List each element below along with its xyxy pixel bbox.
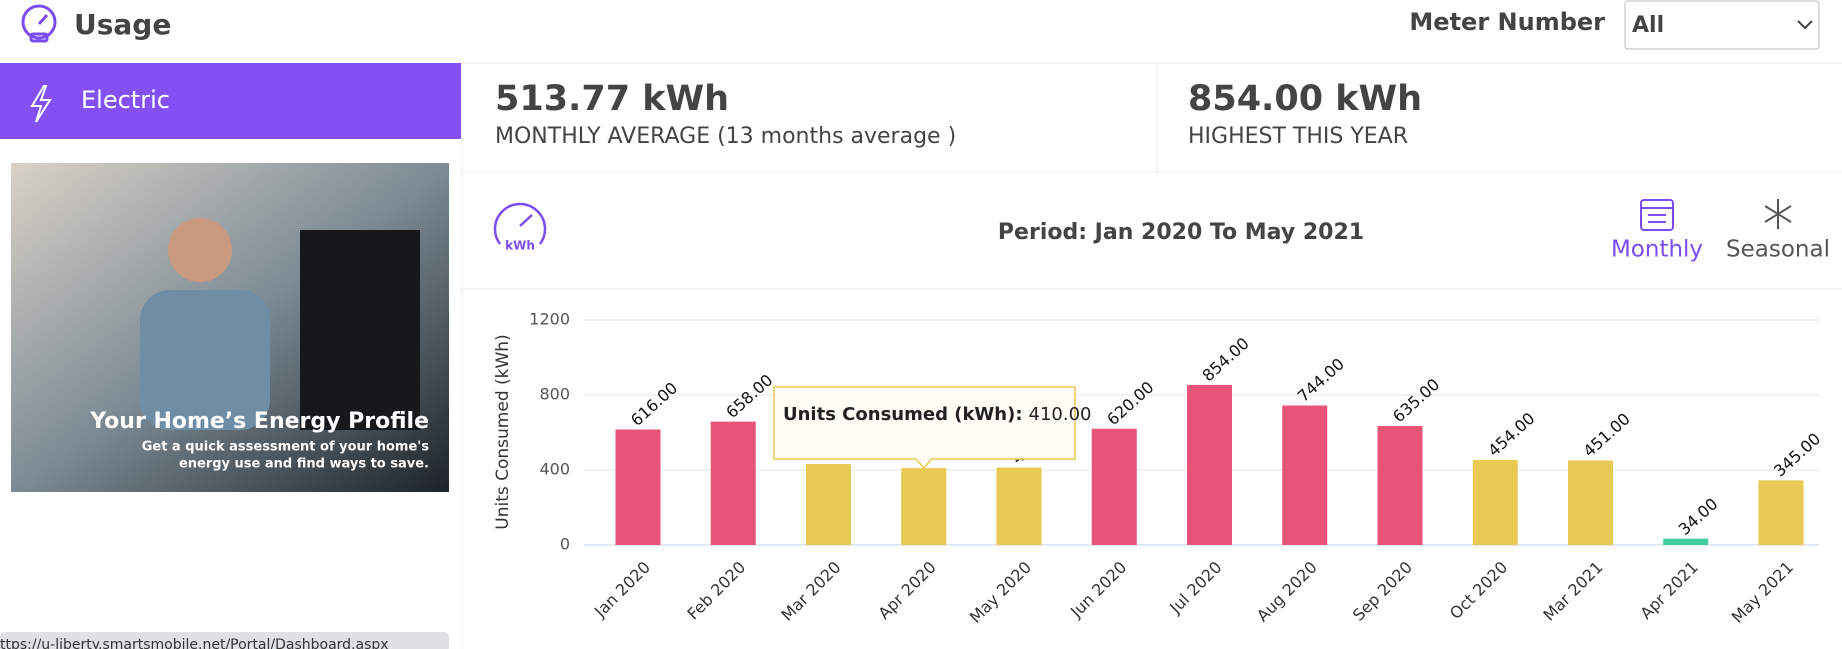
meter-value: All [1632, 13, 1664, 38]
calendar-icon[interactable] [1640, 199, 1674, 231]
x-tick-label: May 2020 [966, 558, 1035, 627]
bar [1758, 480, 1804, 545]
x-tick-label: Jun 2020 [1066, 558, 1130, 622]
data-label: 620.00 [1103, 377, 1157, 429]
electric-tab[interactable] [0, 63, 461, 139]
data-label: 616.00 [627, 378, 681, 430]
promo-text: energy use and find ways to save. [179, 457, 429, 472]
bar [1282, 405, 1328, 545]
promo-text: Get a quick assessment of your home's [142, 440, 430, 455]
view-monthly[interactable]: Monthly [1611, 237, 1703, 263]
bar [1568, 460, 1613, 545]
y-axis-title: Units Consumed (kWh) [493, 334, 513, 529]
status-url: ttps://u-liberty.smartsmobile.net/Portal… [0, 637, 389, 649]
bar [1663, 538, 1709, 545]
promo-title: Your Home’s Energy Profile [89, 409, 429, 434]
bar [710, 421, 756, 545]
status-bar [0, 632, 449, 649]
bar [806, 464, 851, 545]
x-tick-label: Jul 2020 [1165, 558, 1225, 618]
data-label: 454.00 [1484, 409, 1538, 461]
data-label: 345.00 [1770, 429, 1824, 481]
tab-label: Electric [81, 86, 170, 114]
x-tick-label: Aug 2020 [1253, 558, 1321, 626]
kwh-icon-text: kWh [505, 239, 535, 253]
y-tick-label: 400 [539, 460, 570, 479]
bar [1472, 459, 1518, 545]
x-tick-label: Feb 2020 [683, 558, 749, 624]
data-label: 451.00 [1579, 409, 1633, 461]
x-tick-label: Oct 2020 [1446, 558, 1511, 623]
x-tick-label: Mar 2020 [777, 558, 844, 625]
stat-label: MONTHLY AVERAGE (13 months average ) [495, 124, 956, 149]
tooltip: Units Consumed (kWh): 410.00 [773, 386, 1092, 470]
bar [901, 468, 947, 545]
tooltip-text: Units Consumed (kWh): 410.00 [783, 404, 1092, 425]
data-label: 635.00 [1389, 375, 1443, 427]
meter-label: Meter Number [1409, 8, 1605, 36]
view-seasonal[interactable]: Seasonal [1726, 237, 1830, 263]
page-title: Usage [74, 8, 171, 41]
y-tick-label: 800 [539, 385, 570, 404]
bar [1091, 428, 1137, 545]
x-tick-label: Apr 2020 [874, 558, 939, 623]
x-tick-label: Apr 2021 [1636, 558, 1701, 623]
x-tick-label: Jan 2020 [590, 558, 654, 622]
usage-icon [21, 4, 57, 43]
data-label: 34.00 [1675, 494, 1722, 539]
stat-label: HIGHEST THIS YEAR [1188, 124, 1408, 149]
person [168, 218, 232, 282]
meter-select[interactable] [1624, 0, 1820, 50]
stat-value: 513.77 kWh [495, 79, 729, 119]
data-label: 744.00 [1294, 354, 1348, 406]
person-body [140, 290, 270, 430]
snowflake-icon[interactable] [1764, 199, 1792, 229]
x-tick-label: Sep 2020 [1349, 558, 1416, 625]
data-label: 658.00 [722, 370, 776, 422]
period: Period: Jan 2020 To May 2021 [998, 220, 1364, 245]
x-tick-label: Mar 2021 [1539, 558, 1606, 625]
bar [996, 467, 1042, 545]
data-label: 854.00 [1198, 334, 1252, 386]
tooltip-label: Units Consumed (kWh): [783, 404, 1023, 425]
tooltip-box [773, 386, 1076, 470]
bar [615, 429, 661, 545]
bolt-icon [30, 85, 52, 123]
bar [1377, 425, 1423, 545]
bar [1187, 384, 1232, 545]
y-tick-label: 0 [560, 535, 570, 554]
x-tick-label: May 2021 [1728, 558, 1797, 627]
select-caret [1797, 20, 1813, 30]
y-tick-label: 1200 [529, 310, 570, 329]
monitor [300, 230, 420, 430]
kwh-icon [493, 202, 547, 245]
tooltip-value: 410.00 [1029, 404, 1092, 425]
stat-value: 854.00 kWh [1188, 79, 1422, 119]
